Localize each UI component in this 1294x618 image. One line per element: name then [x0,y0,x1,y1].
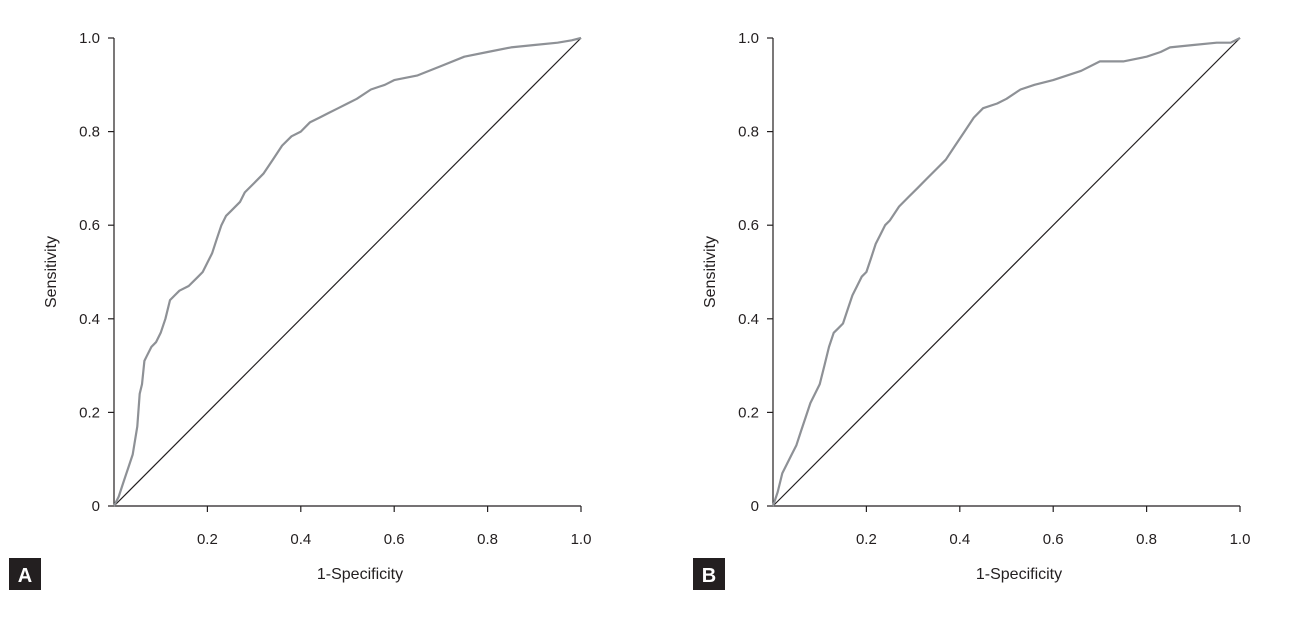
y-tick-label: 0 [92,498,100,515]
tick-group: 0 0.2 0.4 0.6 0.8 1.0 0.2 0.4 0.6 0.8 1.0 [79,30,591,548]
y-tick-label: 1.0 [79,30,100,47]
x-axis-label: 1-Specificity [317,566,403,583]
x-tick-label: 1.0 [1230,531,1251,548]
x-tick-label: 0.4 [290,531,311,548]
roc-panel-a: 0 0.2 0.4 0.6 0.8 1.0 0.2 0.4 0.6 0.8 1.0 Sensitiv… [9,30,591,590]
y-tick-label: 0.8 [79,124,100,141]
reference-diagonal-line [113,37,582,507]
roc-panel-b: 0 0.2 0.4 0.6 0.8 1.0 0.2 0.4 0.6 0.8 1.0 Sensitiv… [693,30,1250,590]
y-tick-label: 1.0 [738,30,759,47]
panel-label-text: B [702,565,716,587]
panel-label-badge [693,558,725,590]
x-tick-label: 0.8 [477,531,498,548]
reference-diagonal-line [772,37,1241,507]
x-tick-label: 0.2 [197,531,218,548]
y-tick-label: 0.2 [79,404,100,421]
y-tick-label: 0.4 [79,311,100,328]
roc-curve-line [113,36,582,507]
x-tick-label: 0.2 [856,531,877,548]
x-axis-label: 1-Specificity [976,566,1062,583]
y-tick-label: 0.2 [738,404,759,421]
roc-curve-line [771,37,1241,507]
tick-group: 0 0.2 0.4 0.6 0.8 1.0 0.2 0.4 0.6 0.8 1.0 [738,30,1250,548]
y-tick-label: 0.8 [738,124,759,141]
y-axis-label: Sensitivity [702,236,719,308]
y-axis-label: Sensitivity [43,236,60,308]
panel-label-badge [9,558,41,590]
y-tick-label: 0.6 [79,217,100,234]
x-tick-label: 0.8 [1136,531,1157,548]
x-tick-label: 1.0 [571,531,592,548]
panel-label-text: A [18,565,32,587]
y-tick-label: 0.6 [738,217,759,234]
x-tick-label: 0.4 [949,531,970,548]
x-tick-label: 0.6 [384,531,405,548]
y-tick-label: 0 [751,498,759,515]
y-tick-label: 0.4 [738,311,759,328]
x-tick-label: 0.6 [1043,531,1064,548]
